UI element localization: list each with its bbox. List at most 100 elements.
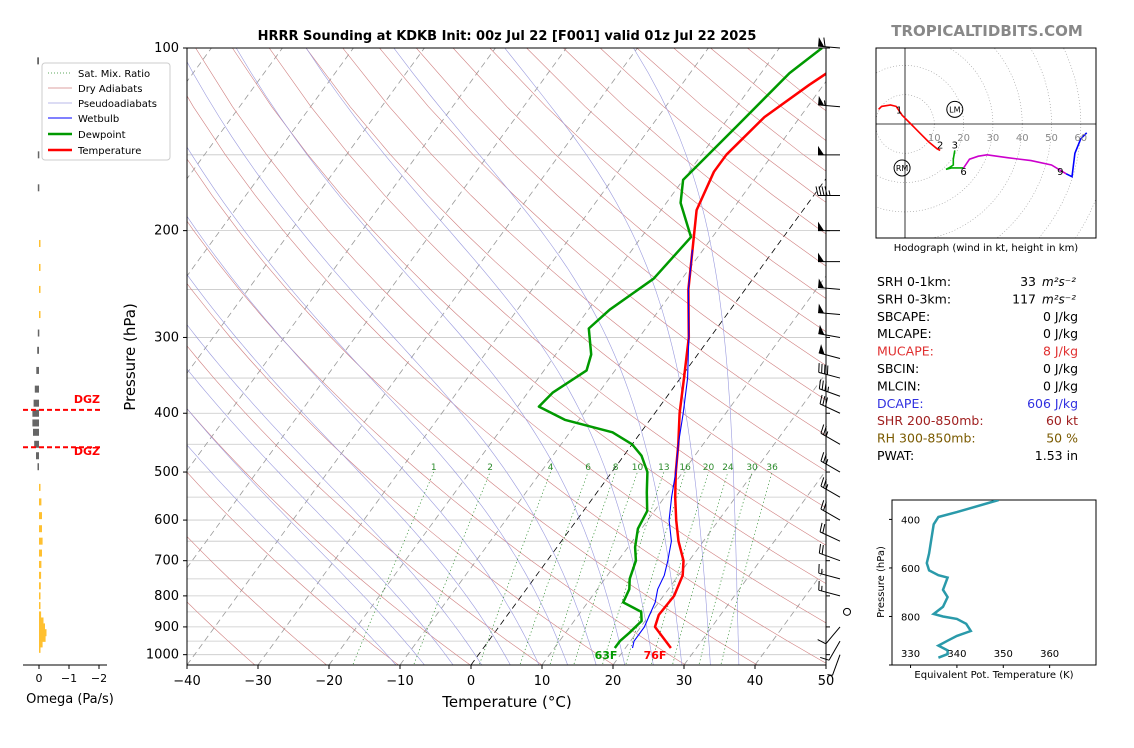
temperature-tick-label: 0 <box>467 674 475 689</box>
pressure-tick-label: 1000 <box>146 648 179 663</box>
omega-bar <box>39 640 43 648</box>
wind-barb <box>818 303 841 316</box>
omega-x-ticks: 0 −1 −2 <box>36 665 107 685</box>
saturation-mixing-ratio-lines <box>352 471 773 665</box>
omega-dgz-lower-label: DGZ <box>74 445 100 458</box>
mixing-ratio-line <box>573 471 638 665</box>
theta-e-x-tick-label: 350 <box>994 649 1013 660</box>
omega-bar <box>37 151 40 159</box>
dry-adiabat-line <box>268 48 826 546</box>
pseudoadiabat-line <box>187 444 397 665</box>
wind-barb <box>827 654 841 676</box>
pseudoadiabat-line <box>187 215 540 665</box>
watermark: TROPICALTIDBITS.COM <box>891 22 1083 40</box>
temperature-line <box>653 72 826 649</box>
wind-barb <box>820 452 841 473</box>
wind-barb <box>815 186 840 196</box>
index-value: 33 <box>1020 274 1036 289</box>
omega-bar <box>39 525 42 533</box>
omega-bar <box>39 483 41 491</box>
mixing-ratio-label: 8 <box>613 463 619 473</box>
pressure-tick-label: 600 <box>154 513 179 528</box>
omega-dgz-lines <box>23 408 100 449</box>
index-value: 0 J/kg <box>1043 326 1078 341</box>
index-value: 50 % <box>1046 431 1078 446</box>
hodograph-height-label: 2 <box>937 141 943 152</box>
omega-bar <box>33 399 39 407</box>
sounding-profiles <box>537 48 826 649</box>
hodograph-caption: Hodograph (wind in kt, height in km) <box>894 243 1079 254</box>
omega-bar <box>36 366 39 374</box>
theta-e-panel: 330 340 350 360 400 600 800 Pressure (hPa) Equ… <box>876 499 1097 681</box>
theta-e-x-tick-label: 360 <box>1040 649 1059 660</box>
dry-adiabat-line <box>305 48 826 509</box>
omega-bar <box>39 645 41 653</box>
isotherm-line <box>825 664 826 665</box>
hodograph-height-label: 3 <box>952 141 958 152</box>
skewt-plot: 1 2 4 6 8 10 13 16 20 24 30 36 10020030040050060070… <box>121 37 851 711</box>
dry-adiabat-line <box>232 48 826 584</box>
dry-adiabat-line <box>187 471 399 665</box>
omega-bar <box>37 346 39 354</box>
storm-marker-label: RM <box>896 164 909 173</box>
mixing-ratio-label: 6 <box>585 463 591 473</box>
pressure-ticks: 100 200 300 400 500 600 700 800 900 1000 <box>146 41 830 663</box>
mixing-ratio-label: 30 <box>746 463 758 473</box>
chart-title: HRRR Sounding at KDKB Init: 00z Jul 22 [… <box>258 29 757 44</box>
wind-barbs <box>815 37 851 676</box>
pressure-tick-label: 200 <box>154 224 179 239</box>
wind-barb <box>818 379 841 397</box>
theta-e-x-tick-label: 340 <box>947 649 966 660</box>
pseudoadiabat-line <box>187 146 568 665</box>
temperature-tick-label: 10 <box>534 674 551 689</box>
index-label: SRH 0-3km: <box>877 291 951 306</box>
isotherm-line <box>187 48 425 374</box>
mixing-ratio-line <box>413 471 491 665</box>
wetbulb-line <box>631 249 694 649</box>
hodograph-panel: LM RM 10 20 30 40 50 60 1 2 3 6 9 Hodograph (wind … <box>875 47 1097 254</box>
hodograph-ring-label: 50 <box>1045 133 1058 144</box>
omega-x-label: Omega (Pa/s) <box>26 692 114 707</box>
pseudoadiabat-line <box>504 48 711 665</box>
omega-bar <box>37 463 39 471</box>
dry-adiabat-line <box>187 536 328 665</box>
storm-motion-markers: LM RM <box>893 100 964 177</box>
pressure-tick-label: 100 <box>154 41 179 56</box>
dry-adiabat-line <box>526 48 826 299</box>
omega-bar <box>32 409 39 417</box>
mixing-ratio-line <box>720 471 773 665</box>
dry-adiabat-line <box>379 48 826 436</box>
indices-table: SRH 0-1km: 33 m²s⁻² SRH 0-3km: 117 m²s⁻² SBCAP… <box>877 274 1078 463</box>
omega-bar <box>39 239 41 247</box>
skewt-frame <box>186 47 827 666</box>
wind-barb <box>818 580 841 597</box>
legend-pseudoadiabats: Pseudoadiabats <box>78 99 157 110</box>
dry-adiabat-line <box>452 48 826 366</box>
omega-bar <box>39 498 42 506</box>
isotherm-line <box>257 48 709 665</box>
hodograph-ring-label: 10 <box>928 133 941 144</box>
dry-adiabat-line <box>187 158 759 665</box>
hodograph-rings <box>876 48 1096 238</box>
wind-barb <box>818 344 841 360</box>
hodograph-ring-labels: 10 20 30 40 50 60 <box>928 133 1087 144</box>
skewt-x-label: Temperature (°C) <box>441 693 571 711</box>
index-value: 0 J/kg <box>1043 309 1078 324</box>
hodograph-segment <box>962 153 1067 175</box>
pseudoadiabat-line <box>187 368 454 665</box>
hodograph-segment <box>945 150 964 171</box>
omega-bar <box>37 329 40 337</box>
index-value: 0 J/kg <box>1043 361 1078 376</box>
index-value: 1.53 in <box>1035 448 1078 463</box>
temperature-tick-label: 30 <box>676 674 693 689</box>
omega-tick-label: −2 <box>91 672 107 685</box>
index-value: 8 J/kg <box>1043 344 1078 359</box>
isobar-gridlines <box>187 48 826 656</box>
index-unit: m²s⁻² <box>1042 275 1076 289</box>
temperature-tick-label: 40 <box>747 674 764 689</box>
wind-barb <box>817 626 841 645</box>
omega-bar <box>37 184 40 192</box>
dry-adiabat-line <box>416 48 826 401</box>
omega-bar <box>39 263 41 271</box>
omega-bar <box>39 634 46 642</box>
